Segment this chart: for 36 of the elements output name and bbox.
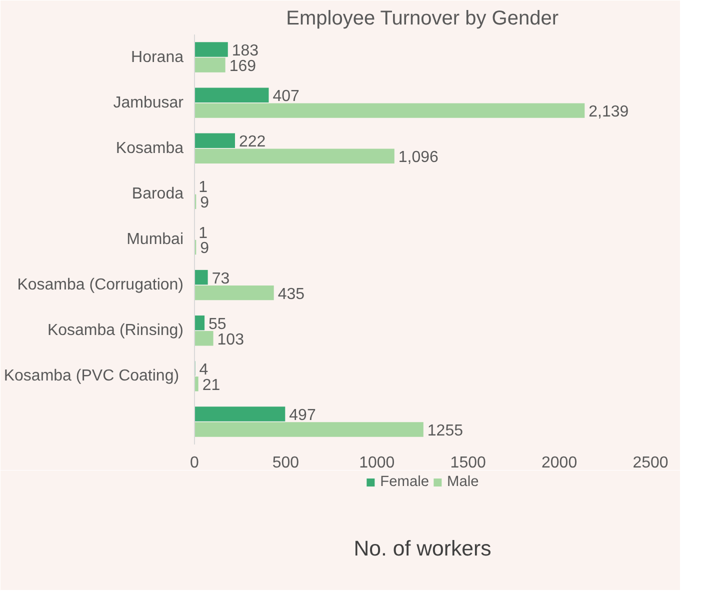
data-label: 9 xyxy=(200,240,210,258)
x-axis-title: No. of workers xyxy=(354,536,492,560)
y-tick-label: Mumbai xyxy=(126,231,184,248)
x-tick-label: 1000 xyxy=(359,454,395,472)
data-label: 435 xyxy=(278,286,305,303)
data-label: 1255 xyxy=(427,422,464,440)
y-tick-label: Kosamba xyxy=(116,140,184,157)
y-tick-label: Kosamba (Rinsing) xyxy=(47,322,184,340)
data-label: 1 xyxy=(198,179,208,196)
data-label: 169 xyxy=(229,58,256,76)
y-tick-label: Kosamba (Corrugation) xyxy=(17,276,184,294)
x-tick-label: 2500 xyxy=(632,454,668,472)
y-tick-label: Kosamba (PVC Coating) xyxy=(4,368,180,385)
data-label: 2,139 xyxy=(588,104,629,121)
legend-label: Female xyxy=(380,474,430,490)
data-label: 407 xyxy=(272,88,300,106)
y-tick-label: Baroda xyxy=(132,185,184,202)
data-label: 1 xyxy=(198,224,208,242)
y-tick-label: Horana xyxy=(131,48,184,66)
data-label: 4 xyxy=(199,361,208,378)
y-tick-label: Jambusar xyxy=(113,94,184,112)
data-label: 222 xyxy=(238,134,266,151)
data-label: 497 xyxy=(289,406,316,424)
data-label: 9 xyxy=(200,194,210,212)
x-tick-label: 1500 xyxy=(450,454,486,472)
data-label: 73 xyxy=(212,270,230,288)
data-label: 183 xyxy=(232,42,259,60)
x-tick-label: 2000 xyxy=(542,454,578,472)
data-label: 1,096 xyxy=(398,149,439,166)
legend-label: Male xyxy=(447,474,479,490)
data-label: 55 xyxy=(208,316,226,333)
x-tick-label: 500 xyxy=(272,454,300,472)
data-label: 21 xyxy=(202,376,220,394)
x-tick-label: 0 xyxy=(190,454,200,472)
chart-title: Employee Turnover by Gender xyxy=(286,8,559,30)
data-label: 103 xyxy=(217,331,244,348)
